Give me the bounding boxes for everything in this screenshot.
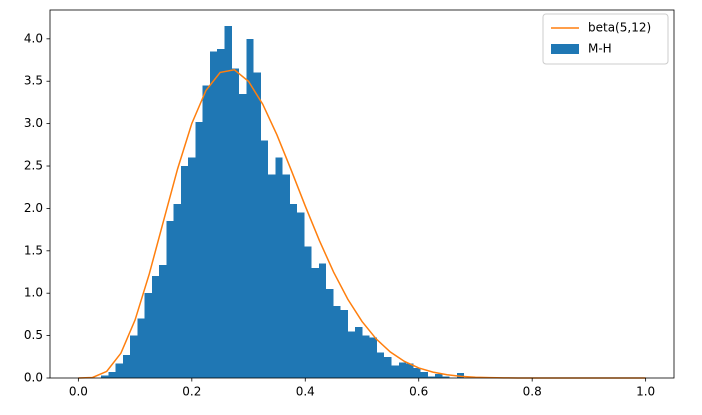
histogram-bar bbox=[435, 373, 443, 378]
histogram-bar bbox=[311, 267, 319, 378]
histogram-bar bbox=[282, 174, 290, 378]
histogram-bar bbox=[347, 331, 356, 378]
y-tick-label: 1.5 bbox=[24, 243, 43, 257]
histogram-bar bbox=[420, 372, 428, 378]
histogram-bar bbox=[166, 221, 174, 378]
histogram-bar bbox=[318, 263, 327, 378]
y-tick-label: 3.0 bbox=[24, 116, 43, 130]
histogram-bar bbox=[108, 372, 116, 378]
histogram-bar bbox=[144, 293, 152, 378]
x-tick-label: 0.8 bbox=[523, 385, 542, 399]
histogram-bar bbox=[101, 375, 109, 378]
histogram-bar bbox=[304, 246, 312, 378]
histogram-bar bbox=[427, 376, 436, 378]
histogram-bar bbox=[188, 157, 196, 378]
histogram-bar bbox=[391, 365, 399, 378]
histogram-bar bbox=[173, 204, 181, 378]
y-tick-label: 1.0 bbox=[24, 286, 43, 300]
y-tick-label: 2.0 bbox=[24, 201, 43, 215]
histogram-bar bbox=[355, 327, 363, 378]
x-tick-label: 0.0 bbox=[69, 385, 88, 399]
histogram-bar bbox=[268, 174, 276, 378]
x-tick-label: 0.4 bbox=[296, 385, 315, 399]
histogram-bar bbox=[159, 265, 167, 378]
histogram-bar bbox=[376, 352, 385, 378]
legend: beta(5,12) M-H bbox=[542, 13, 669, 65]
histogram-bar bbox=[297, 212, 305, 378]
x-tick-label: 0.6 bbox=[409, 385, 428, 399]
histogram-bar bbox=[275, 157, 283, 378]
plot-area bbox=[78, 26, 646, 379]
y-tick-label: 2.5 bbox=[24, 159, 43, 173]
histogram-bar bbox=[231, 68, 240, 379]
histogram-bar bbox=[384, 356, 392, 378]
histogram-bar bbox=[456, 372, 465, 378]
histogram-bar bbox=[398, 362, 407, 378]
histogram-bar bbox=[224, 26, 232, 379]
y-tick-label: 3.5 bbox=[24, 74, 43, 88]
legend-patch bbox=[551, 44, 579, 54]
histogram-bar bbox=[180, 166, 189, 378]
histogram-bar bbox=[326, 288, 334, 378]
histogram-bar bbox=[239, 93, 247, 378]
histogram-bar bbox=[195, 121, 203, 378]
histogram-bar bbox=[362, 335, 370, 378]
histogram-bar bbox=[209, 51, 218, 378]
legend-label: beta(5,12) bbox=[588, 21, 651, 35]
histogram-bar bbox=[413, 367, 421, 378]
histogram-bar bbox=[260, 140, 269, 378]
histogram-bar bbox=[253, 72, 261, 378]
histogram-bar bbox=[151, 276, 160, 378]
histogram-bar bbox=[289, 204, 298, 378]
y-tick-label: 0.5 bbox=[24, 328, 43, 342]
histogram-bar bbox=[340, 310, 348, 378]
histogram-bar bbox=[115, 363, 123, 378]
histogram-bar bbox=[202, 85, 210, 378]
histogram-bar bbox=[137, 318, 145, 378]
axes-frame bbox=[49, 9, 675, 379]
histogram-bar bbox=[130, 335, 138, 378]
legend-label: M-H bbox=[588, 42, 612, 56]
histogram-bar bbox=[333, 305, 341, 378]
x-tick-label: 0.2 bbox=[182, 385, 201, 399]
y-tick-label: 0.0 bbox=[24, 371, 43, 385]
x-tick-label: 1.0 bbox=[636, 385, 655, 399]
y-tick-label: 4.0 bbox=[24, 31, 43, 45]
histogram-bar bbox=[217, 49, 225, 378]
histogram-bar bbox=[122, 355, 131, 378]
histogram-bar bbox=[246, 38, 254, 378]
histogram-bar bbox=[406, 363, 414, 378]
histogram-bar bbox=[369, 337, 377, 378]
histogram-bar bbox=[442, 376, 450, 378]
